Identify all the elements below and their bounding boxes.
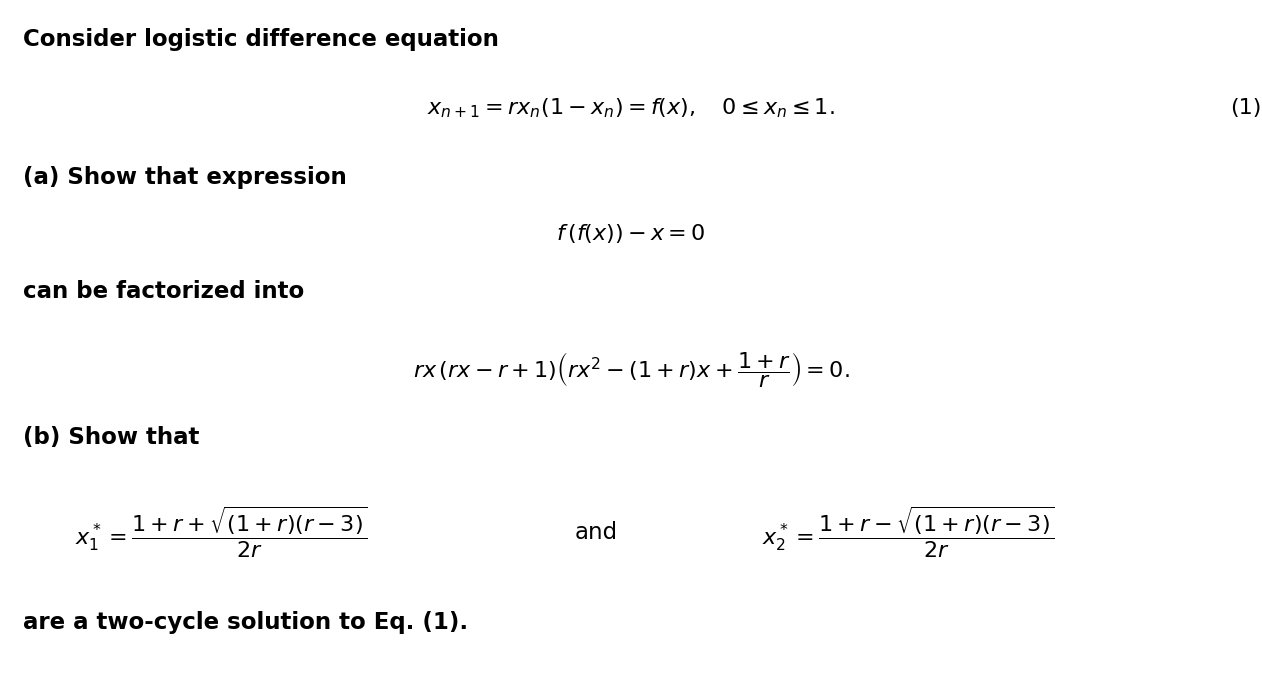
Text: $x_{n+1} = rx_n(1 - x_n) = f(x), \quad 0 \leq x_n \leq 1.$: $x_{n+1} = rx_n(1 - x_n) = f(x), \quad 0… <box>427 97 835 120</box>
Text: (1): (1) <box>1230 98 1262 119</box>
Text: $x_2^* = \dfrac{1 + r - \sqrt{(1+r)(r-3)}}{2r}$: $x_2^* = \dfrac{1 + r - \sqrt{(1+r)(r-3)… <box>762 504 1055 560</box>
Text: $x_1^* = \dfrac{1 + r + \sqrt{(1+r)(r-3)}}{2r}$: $x_1^* = \dfrac{1 + r + \sqrt{(1+r)(r-3)… <box>74 504 367 560</box>
Text: Consider logistic difference equation: Consider logistic difference equation <box>23 28 498 51</box>
Text: (a) Show that expression: (a) Show that expression <box>23 166 347 189</box>
Text: $rx\,(rx - r + 1)\left(rx^2 - (1+r)x + \dfrac{1+r}{r}\right) = 0.$: $rx\,(rx - r + 1)\left(rx^2 - (1+r)x + \… <box>413 350 849 389</box>
Text: can be factorized into: can be factorized into <box>23 280 304 303</box>
Text: and: and <box>574 521 617 544</box>
Text: $f\,(f(x)) - x = 0$: $f\,(f(x)) - x = 0$ <box>557 222 705 245</box>
Text: (b) Show that: (b) Show that <box>23 426 199 449</box>
Text: are a two-cycle solution to Eq. (1).: are a two-cycle solution to Eq. (1). <box>23 611 468 634</box>
